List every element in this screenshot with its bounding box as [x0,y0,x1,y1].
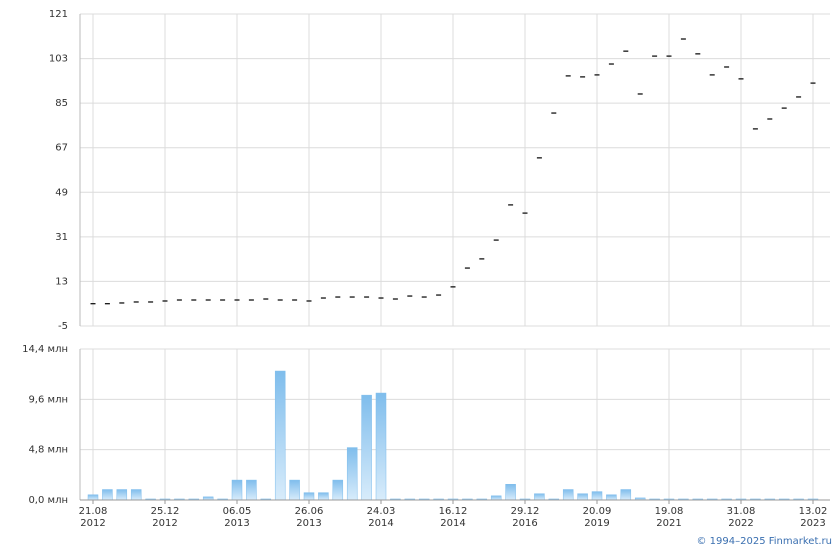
volume-bar [246,479,257,501]
volume-bar [606,494,617,501]
x-tick-label: 31.08 2022 [726,506,756,529]
volume-bar [505,484,516,501]
y-tick-label: 121 [49,9,68,20]
volume-bar [102,489,113,501]
x-tick-label: 16.12 2014 [438,506,468,529]
volume-bar [303,492,315,501]
y-tick-label: 13 [55,276,68,287]
x-tick-label: 06.05 2013 [222,506,252,529]
x-tick-label: 13.02 2023 [798,506,828,529]
x-tick-label: 20.09 2019 [582,506,612,529]
volume-bar [289,479,300,501]
y-tick-label: -5 [58,321,68,332]
volume-bar [577,493,588,501]
volume-bar [361,394,372,501]
volume-bar [490,495,502,501]
volume-bar [375,392,387,501]
x-tick-label: 21.08 2012 [78,506,108,529]
x-tick-label: 29.12 2016 [510,506,540,529]
y-tick-label: 67 [55,143,68,154]
volume-bar [231,479,243,501]
x-tick-label: 24.03 2014 [366,506,396,529]
volume-bar [274,370,286,501]
y-tick-label: 0,0 млн [28,495,68,506]
volume-bar [332,479,344,501]
volume-bar [620,489,632,501]
volume-bar [346,447,358,501]
y-tick-label: 31 [55,232,68,243]
y-tick-label: 4,8 млн [28,445,68,456]
y-tick-label: 85 [55,98,68,109]
source[interactable]: © 1994–2025 Finmarket.ru [696,536,832,547]
x-tick-label: 25.12 2012 [150,506,180,529]
volume-bar [87,494,99,501]
y-tick-label: 14,4 млн [22,344,68,355]
volume-bar [534,493,545,501]
x-tick-label: 19.08 2021 [654,506,684,529]
volume-bar [591,491,603,501]
volume-bar [130,489,142,501]
volume-bar [562,489,574,501]
volume-bar [318,492,329,501]
y-tick-label: 9,6 млн [28,394,68,405]
y-tick-label: 103 [49,54,68,65]
y-tick-label: 49 [55,187,68,198]
x-tick-label: 26.06 2013 [294,506,324,529]
volume-bar [116,489,128,501]
